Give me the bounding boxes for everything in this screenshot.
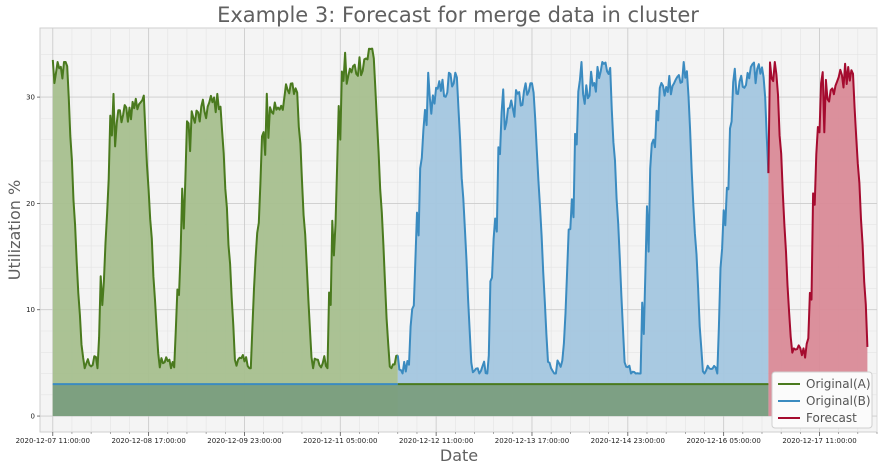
legend-label-original-b: Original(B): [806, 394, 871, 408]
x-tick-label: 2020-12-07 11:00:00: [16, 437, 90, 445]
x-tick-label: 2020-12-16 05:00:00: [686, 437, 760, 445]
x-tick-label: 2020-12-11 05:00:00: [303, 437, 377, 445]
x-tick-label: 2020-12-08 17:00:00: [111, 437, 185, 445]
y-tick-label: 20: [26, 200, 35, 208]
y-tick-label: 0: [31, 413, 35, 421]
legend-label-original-a: Original(A): [806, 377, 871, 391]
x-tick-label: 2020-12-12 11:00:00: [399, 437, 473, 445]
x-tick-label: 2020-12-13 17:00:00: [495, 437, 569, 445]
tick-labels: 2020-12-07 11:00:00 2020-12-08 17:00:00 20…: [16, 94, 878, 445]
baseline-band: [52, 384, 769, 417]
series-line-original-b: [396, 61, 770, 375]
x-tick-label: 2020-12-09 23:00:00: [207, 437, 281, 445]
y-axis-label: Utilization %: [5, 180, 24, 280]
x-tick-label: 2020-12-17 11:00:00: [782, 437, 856, 445]
x-tick-label: 2020-12-14 23:00:00: [591, 437, 665, 445]
legend: Original(A) Original(B) Forecast: [771, 371, 873, 429]
series-line-forecast: [767, 61, 869, 359]
y-tick-label: 10: [26, 306, 35, 314]
series-line-original-a: [51, 47, 399, 370]
x-axis-label: Date: [440, 446, 478, 465]
series-area-original-a: [52, 48, 398, 417]
series-layer: [51, 47, 869, 417]
legend-box: [771, 371, 873, 429]
legend-label-forecast: Forecast: [806, 411, 857, 425]
series-area-original-b: [397, 62, 769, 417]
chart-title: Example 3: Forecast for merge data in cl…: [217, 3, 699, 27]
y-tick-label: 30: [26, 94, 35, 102]
series-area-forecast: [768, 62, 868, 417]
